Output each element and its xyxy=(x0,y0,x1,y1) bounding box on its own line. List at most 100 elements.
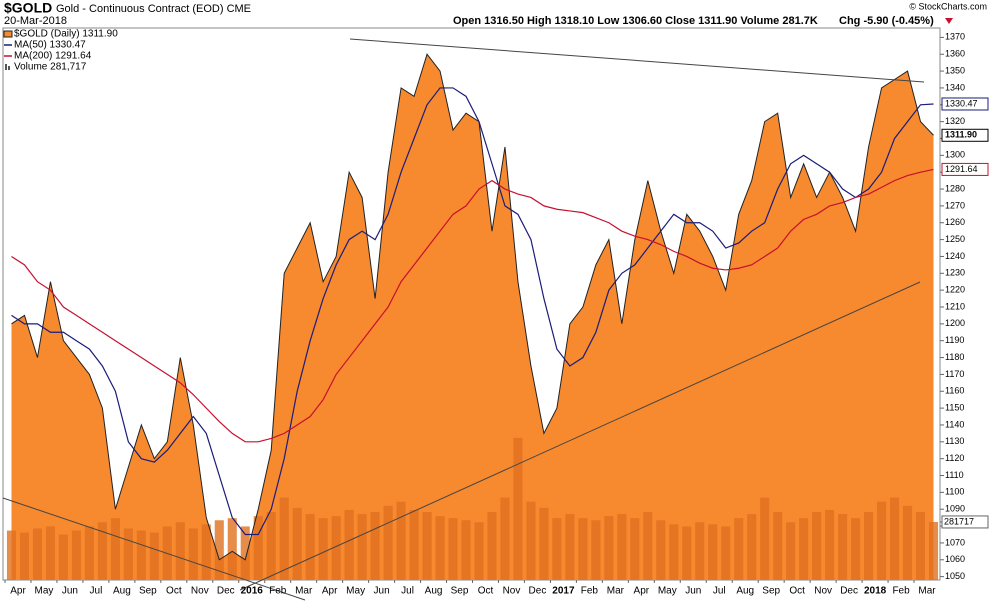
y-tick-label: 1370 xyxy=(945,32,965,42)
x-tick-label: Sep xyxy=(139,586,157,597)
volume-bar xyxy=(539,507,549,580)
legend-label: $GOLD (Daily) 1311.90 xyxy=(14,29,118,40)
volume-bar xyxy=(240,526,250,580)
volume-bar xyxy=(721,526,731,580)
x-tick-label: May xyxy=(346,586,365,597)
x-tick-label: Aug xyxy=(736,586,754,597)
x-tick-label: Nov xyxy=(814,586,832,597)
volume-bar xyxy=(708,524,718,580)
volume-bar xyxy=(175,522,185,580)
x-tick-label: Jun xyxy=(62,586,78,597)
x-tick-label: Dec xyxy=(840,586,858,597)
legend-swatch xyxy=(8,66,10,70)
x-tick-label: Jul xyxy=(401,586,414,597)
last-value-label: 1291.64 xyxy=(945,164,978,174)
legend-label: MA(50) 1330.47 xyxy=(14,40,86,51)
volume-bar xyxy=(227,518,237,580)
y-tick-label: 1210 xyxy=(945,301,965,311)
y-tick-label: 1250 xyxy=(945,234,965,244)
y-tick-label: 1180 xyxy=(945,352,964,362)
x-tick-label: Sep xyxy=(451,586,469,597)
y-tick-label: 1260 xyxy=(945,217,965,227)
plot xyxy=(6,53,939,580)
volume-bar xyxy=(435,516,445,580)
x-tick-label: Dec xyxy=(529,586,547,597)
x-tick-label: Nov xyxy=(191,586,209,597)
volume-bar xyxy=(19,532,30,580)
volume-bar xyxy=(188,528,198,580)
x-tick-label: Mar xyxy=(607,586,625,597)
volume-bar xyxy=(747,514,757,580)
y-tick-label: 1120 xyxy=(945,453,964,463)
price-area xyxy=(11,54,934,580)
volume-bar xyxy=(578,518,588,580)
x-tick-label: 2017 xyxy=(552,586,575,597)
volume-bar xyxy=(201,524,211,580)
volume-bar xyxy=(630,518,640,580)
x-tick-label: Oct xyxy=(166,586,182,597)
volume-bar xyxy=(58,534,68,580)
volume-bar xyxy=(656,520,666,580)
y-tick-label: 1150 xyxy=(945,402,964,412)
volume-bar xyxy=(344,509,354,580)
y-tick-label: 1320 xyxy=(945,116,965,126)
volume-bar xyxy=(422,512,432,580)
last-value-label: 1311.90 xyxy=(945,130,977,140)
volume-bar xyxy=(266,512,276,580)
y-tick-label: 1100 xyxy=(945,487,964,497)
legend-label: Volume 281,717 xyxy=(14,62,87,73)
y-tick-label: 1190 xyxy=(945,335,964,345)
volume-bar xyxy=(396,501,406,580)
y-tick-label: 1230 xyxy=(945,268,965,278)
volume-bar xyxy=(305,514,315,580)
x-tick-label: Apr xyxy=(634,586,650,597)
y-tick-label: 1090 xyxy=(945,504,965,514)
volume-bar xyxy=(565,514,575,580)
y-tick-label: 1050 xyxy=(945,571,965,581)
volume-bar xyxy=(760,497,770,580)
x-tick-label: Jul xyxy=(90,586,103,597)
volume-bar xyxy=(617,514,627,580)
y-tick-label: 1070 xyxy=(945,537,965,547)
volume-bar xyxy=(409,509,419,580)
volume-bar xyxy=(500,497,510,580)
volume-bar xyxy=(45,526,55,580)
price-line xyxy=(11,53,934,561)
x-tick-label: May xyxy=(658,586,677,597)
volume-bar xyxy=(682,526,692,580)
volume-bar xyxy=(604,516,614,580)
x-tick-label: Apr xyxy=(322,586,338,597)
volume-bar xyxy=(864,512,874,580)
chart-title: Gold - Continuous Contract (EOD) CME xyxy=(56,3,251,15)
x-tick-label: Mar xyxy=(295,586,313,597)
volume-bar xyxy=(812,512,822,580)
volume-bar xyxy=(370,512,380,580)
x-tick-label: Oct xyxy=(789,586,805,597)
x-tick-label: May xyxy=(35,586,54,597)
change: Chg -5.90 (-0.45%) xyxy=(839,15,934,27)
y-tick-label: 1160 xyxy=(945,386,964,396)
y-tick-label: 1200 xyxy=(945,318,965,328)
ma-line xyxy=(11,168,934,443)
quote: Open 1316.50 High 1318.10 Low 1306.60 Cl… xyxy=(453,15,818,27)
legend-swatch xyxy=(3,30,13,38)
y-tick-label: 1240 xyxy=(945,251,965,261)
x-tick-label: Feb xyxy=(581,586,599,597)
symbol: $GOLD xyxy=(4,0,52,16)
volume-bar xyxy=(799,518,809,580)
volume-bar xyxy=(292,507,302,580)
x-tick-label: Oct xyxy=(478,586,494,597)
y-tick-label: 1110 xyxy=(945,470,964,480)
volume-bar xyxy=(890,497,900,580)
volume-bar xyxy=(669,524,679,580)
legend-label: MA(200) 1291.64 xyxy=(14,51,92,62)
volume-bar xyxy=(253,516,263,580)
y-tick-label: 1140 xyxy=(945,419,964,429)
volume-bar xyxy=(123,528,133,580)
y-tick-label: 1300 xyxy=(945,150,965,160)
x-tick-label: Jun xyxy=(374,586,390,597)
ma-line xyxy=(11,87,934,536)
x-tick-label: Aug xyxy=(425,586,443,597)
volume-bar xyxy=(474,522,484,580)
volume-bar xyxy=(71,530,81,580)
